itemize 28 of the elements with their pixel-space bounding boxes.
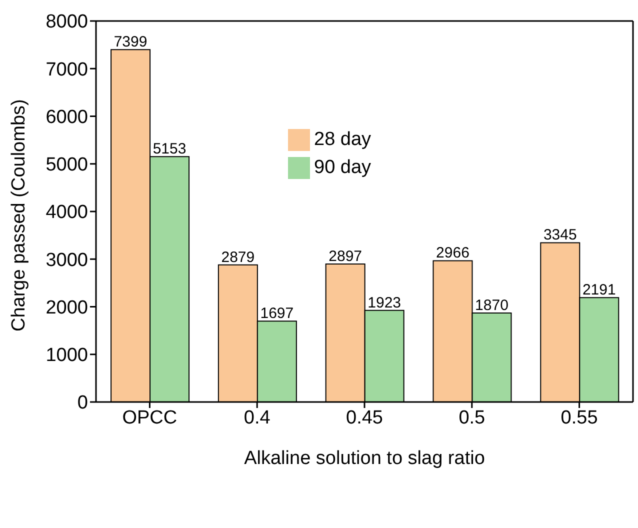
y-tick-label: 0 (77, 392, 88, 414)
y-tick-label: 8000 (46, 12, 88, 33)
data-label: 3345 (543, 226, 577, 244)
x-tick-label: 0.45 (346, 407, 383, 428)
legend-label: 28 day (314, 129, 372, 150)
y-tick-label: 5000 (46, 154, 88, 176)
data-label: 2897 (328, 248, 362, 266)
data-label: 1870 (475, 296, 508, 314)
x-tick-label: OPCC (122, 407, 178, 428)
data-label: 5153 (152, 140, 186, 158)
legend-label: 90 day (314, 157, 372, 178)
data-label: 2191 (582, 282, 616, 299)
data-label: 7399 (114, 34, 148, 51)
y-tick-label: 6000 (46, 106, 88, 128)
y-tick-label: 2000 (46, 297, 88, 318)
x-tick-label: 0.55 (560, 407, 598, 428)
data-label: 1697 (260, 305, 294, 322)
x-tick-label: 0.4 (244, 407, 271, 428)
x-tick-label: 0.5 (458, 407, 486, 428)
y-tick-label: 4000 (46, 202, 88, 224)
y-tick-label: 3000 (46, 250, 88, 271)
y-tick-label: 7000 (46, 59, 88, 80)
data-label: 2966 (436, 244, 470, 262)
data-label: 1923 (368, 294, 402, 312)
y-axis-title: Charge passed (Coulombs) (8, 99, 30, 332)
data-label: 2879 (221, 248, 255, 266)
y-tick-label: 1000 (46, 345, 88, 366)
x-axis-title: Alkaline solution to slag ratio (244, 448, 485, 469)
